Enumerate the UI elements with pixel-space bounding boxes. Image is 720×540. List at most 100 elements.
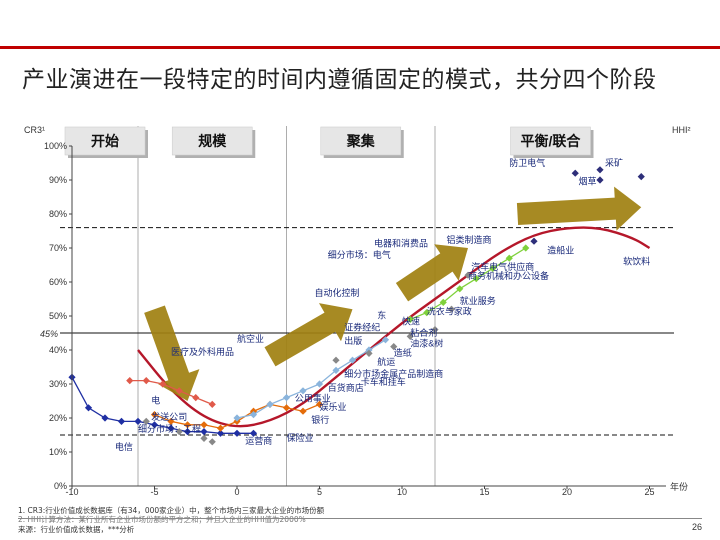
industry-label: 证券经纪 [344, 321, 380, 332]
industry-label: 公用事业 [295, 393, 331, 404]
data-point [406, 332, 414, 340]
data-point [216, 429, 225, 437]
data-point [596, 166, 604, 174]
data-point [348, 356, 357, 364]
series-4 [142, 271, 472, 446]
industry-label: 航运 [377, 356, 395, 367]
industry-label: 快速 [402, 316, 420, 327]
data-point [637, 173, 645, 181]
stage-banner-0 [64, 126, 146, 156]
data-point [200, 428, 208, 436]
y-tick-label: 60% [49, 277, 67, 287]
industry-label: 铝类制造商 [447, 234, 492, 245]
x-tick-label: 5 [317, 487, 322, 497]
data-point [200, 421, 208, 429]
data-point [381, 336, 390, 344]
stage-banner-1 [171, 126, 253, 156]
industry-label: 运营商 [245, 435, 272, 446]
industry-label: 造船业 [547, 244, 574, 255]
industry-label: 细分市场：电气 [328, 249, 391, 260]
data-point [332, 366, 340, 374]
industry-label: 发送公司 [151, 411, 187, 422]
data-point [150, 411, 159, 419]
data-point [571, 169, 579, 177]
header-accent-line [0, 46, 720, 49]
x-tick-label: 25 [644, 487, 654, 497]
y-tick-label: 80% [49, 209, 67, 219]
industry-label: 就业服务 [460, 295, 496, 306]
data-point [183, 428, 192, 436]
industry-label: 卡车和挂车 [361, 376, 406, 387]
industry-label: 娱乐业 [320, 401, 347, 412]
data-point [299, 407, 307, 415]
industry-label: 油漆&树 [410, 338, 443, 349]
stage-arrow-shape [144, 305, 200, 402]
data-point [332, 356, 340, 364]
industry-label: 电器和消费品 [374, 238, 428, 249]
series-0 [68, 373, 258, 437]
x-tick-label: -10 [65, 487, 78, 497]
data-point [530, 237, 538, 245]
series-line [236, 339, 386, 419]
x-axis-label: 年份 [670, 481, 688, 492]
data-point [117, 417, 126, 425]
data-point [249, 411, 258, 419]
data-point [192, 394, 200, 402]
data-point [167, 424, 175, 432]
data-point [282, 404, 291, 412]
y-tick-label: 30% [49, 379, 67, 389]
series-1 [126, 377, 216, 408]
industry-label: 电信 [115, 441, 133, 452]
stage-arrow-shape [395, 244, 469, 302]
industry-label: 百货商店 [328, 382, 364, 393]
y-tick-label: 100% [44, 141, 67, 151]
data-point [150, 421, 159, 429]
industry-label: 商务机械和办公设备 [468, 270, 549, 281]
stage-arrow-3 [516, 186, 642, 231]
trend-curve [137, 226, 651, 428]
stage-label: 开始 [91, 133, 119, 149]
y-left-axis-label: CR3¹ [24, 125, 45, 135]
y-tick-label: 50% [49, 311, 67, 321]
industry-label: 电 [151, 395, 160, 406]
data-point [406, 315, 414, 323]
series-5 [406, 244, 530, 323]
x-tick-label: 15 [479, 487, 489, 497]
stage-banner-3 [510, 126, 591, 156]
data-point [315, 400, 324, 408]
data-point [464, 271, 472, 279]
industry-label: 东 [377, 310, 386, 321]
data-point [175, 428, 183, 436]
industry-label: 造纸 [394, 347, 412, 358]
data-point [489, 264, 497, 272]
industry-label: 细分市场：工程 [138, 423, 201, 434]
y-tick-label: 0% [54, 481, 67, 491]
industry-label: 出版 [344, 335, 362, 346]
data-point [249, 429, 258, 437]
slide-header [0, 0, 720, 46]
series-6 [530, 166, 645, 245]
y-tick-label: 40% [49, 345, 67, 355]
stage-arrow-2 [395, 244, 469, 302]
data-point [126, 377, 134, 385]
y-tick-label: 70% [49, 243, 67, 253]
data-point [522, 244, 530, 252]
data-point [233, 429, 241, 437]
footer-rule [18, 518, 702, 519]
stage-arrow-0 [144, 305, 200, 402]
data-point [101, 414, 109, 422]
footnote-cr3: 1. CR3:行业价值成长数据库（有34，000家企业）中，整个市场内三家最大企… [18, 506, 325, 515]
stage-banner-2 [320, 126, 402, 156]
data-point [390, 343, 398, 351]
data-point [596, 176, 604, 184]
data-point [315, 380, 324, 388]
data-point [282, 394, 291, 402]
industry-label: 采矿 [605, 157, 623, 168]
data-point [142, 417, 150, 425]
data-point [233, 414, 241, 422]
data-point [299, 387, 307, 395]
industry-label: 保险业 [287, 432, 314, 443]
stage-arrow-shape [516, 186, 642, 231]
page-number: 26 [691, 522, 702, 532]
